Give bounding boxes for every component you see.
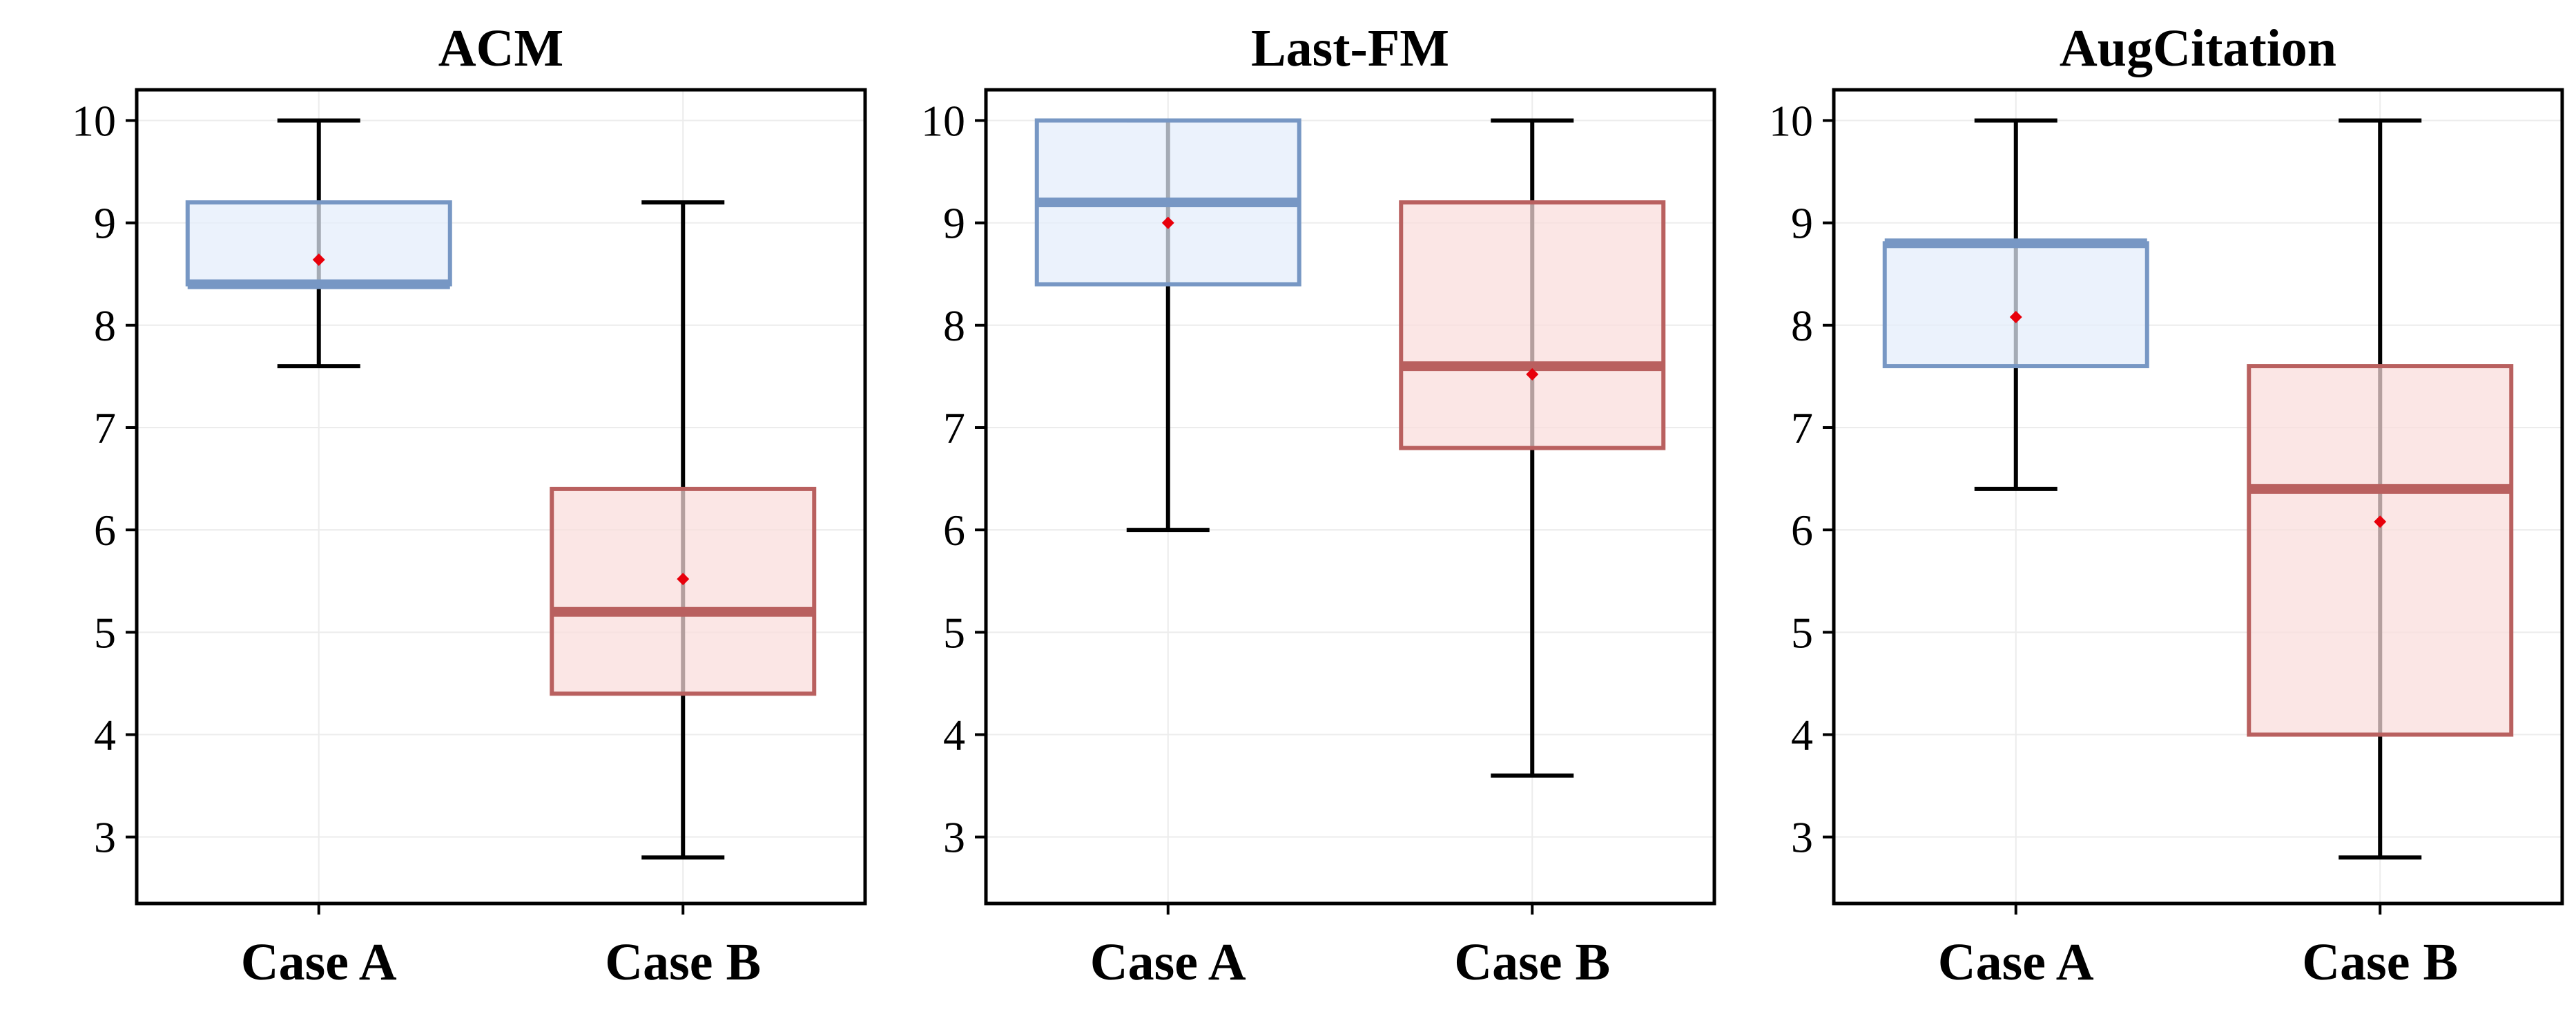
mean-marker — [2374, 515, 2387, 528]
x-tick-label: Case A — [1090, 933, 1246, 991]
x-tick-label: Case A — [1938, 933, 2094, 991]
panel-1: ACM 10 9 8 7 6 5 4 3 Case A Case B — [72, 19, 867, 991]
mean-marker — [2009, 310, 2022, 323]
y-tick-label: 5 — [94, 608, 116, 657]
y-axis: 10 9 8 7 6 5 4 3 — [72, 96, 137, 862]
y-tick-label: 4 — [94, 711, 116, 760]
y-tick-label: 3 — [1791, 813, 1813, 862]
grid — [137, 90, 865, 904]
iqr-box — [1882, 241, 2149, 369]
mean-marker — [312, 253, 325, 266]
y-tick-label: 10 — [72, 96, 116, 145]
panel-title: ACM — [438, 19, 564, 77]
panel-3: AugCitation 10 9 8 7 6 5 4 3 Case A Case B — [1769, 19, 2564, 991]
y-tick-label: 9 — [1791, 199, 1813, 248]
panel-title: AugCitation — [2060, 19, 2336, 77]
y-tick-label: 3 — [94, 813, 116, 862]
y-tick-label: 4 — [943, 711, 965, 760]
box-case-a — [185, 118, 452, 369]
box-case-b — [1399, 118, 1666, 778]
y-tick-label: 7 — [94, 403, 116, 452]
panel-2: Last-FM 10 9 8 7 6 5 4 3 Case A Case B — [921, 19, 1716, 991]
x-tick-label: Case B — [2302, 933, 2458, 991]
box-case-a — [1034, 118, 1301, 533]
y-tick-label: 6 — [94, 506, 116, 555]
y-tick-label: 9 — [943, 199, 965, 248]
iqr-box — [2247, 364, 2514, 737]
x-axis: Case A Case B — [1938, 904, 2458, 991]
x-axis: Case A Case B — [241, 904, 761, 991]
x-tick-label: Case B — [1454, 933, 1610, 991]
mean-marker — [677, 573, 690, 586]
box-case-a — [1882, 118, 2149, 491]
y-tick-label: 10 — [921, 96, 965, 145]
x-tick-label: Case B — [605, 933, 761, 991]
iqr-box — [185, 200, 452, 287]
y-tick-label: 4 — [1791, 711, 1813, 760]
y-tick-label: 6 — [1791, 506, 1813, 555]
y-axis: 10 9 8 7 6 5 4 3 — [921, 96, 986, 862]
y-tick-label: 8 — [1791, 301, 1813, 350]
plot-frame — [984, 88, 1716, 906]
mean-marker — [1161, 216, 1174, 229]
panels: ACM 10 9 8 7 6 5 4 3 Case A Case B Last-FM 10 9 8 7 6 5 4 3… — [72, 19, 2564, 991]
y-tick-label: 7 — [943, 403, 965, 452]
y-tick-label: 10 — [1769, 96, 1813, 145]
y-tick-label: 3 — [943, 813, 965, 862]
plot-frame — [135, 88, 867, 906]
y-tick-label: 6 — [943, 506, 965, 555]
x-axis: Case A Case B — [1090, 904, 1610, 991]
iqr-box — [1399, 200, 1666, 450]
iqr-box — [550, 486, 817, 696]
y-tick-label: 9 — [94, 199, 116, 248]
plot-frame — [1832, 88, 2564, 906]
box-case-b — [2247, 118, 2514, 860]
y-tick-label: 5 — [1791, 608, 1813, 657]
panel-title: Last-FM — [1251, 19, 1449, 77]
y-tick-label: 8 — [943, 301, 965, 350]
y-tick-label: 7 — [1791, 403, 1813, 452]
x-tick-label: Case A — [241, 933, 397, 991]
y-tick-label: 5 — [943, 608, 965, 657]
y-tick-label: 8 — [94, 301, 116, 350]
mean-marker — [1526, 367, 1539, 381]
box-case-b — [550, 200, 817, 860]
y-axis: 10 9 8 7 6 5 4 3 — [1769, 96, 1834, 862]
